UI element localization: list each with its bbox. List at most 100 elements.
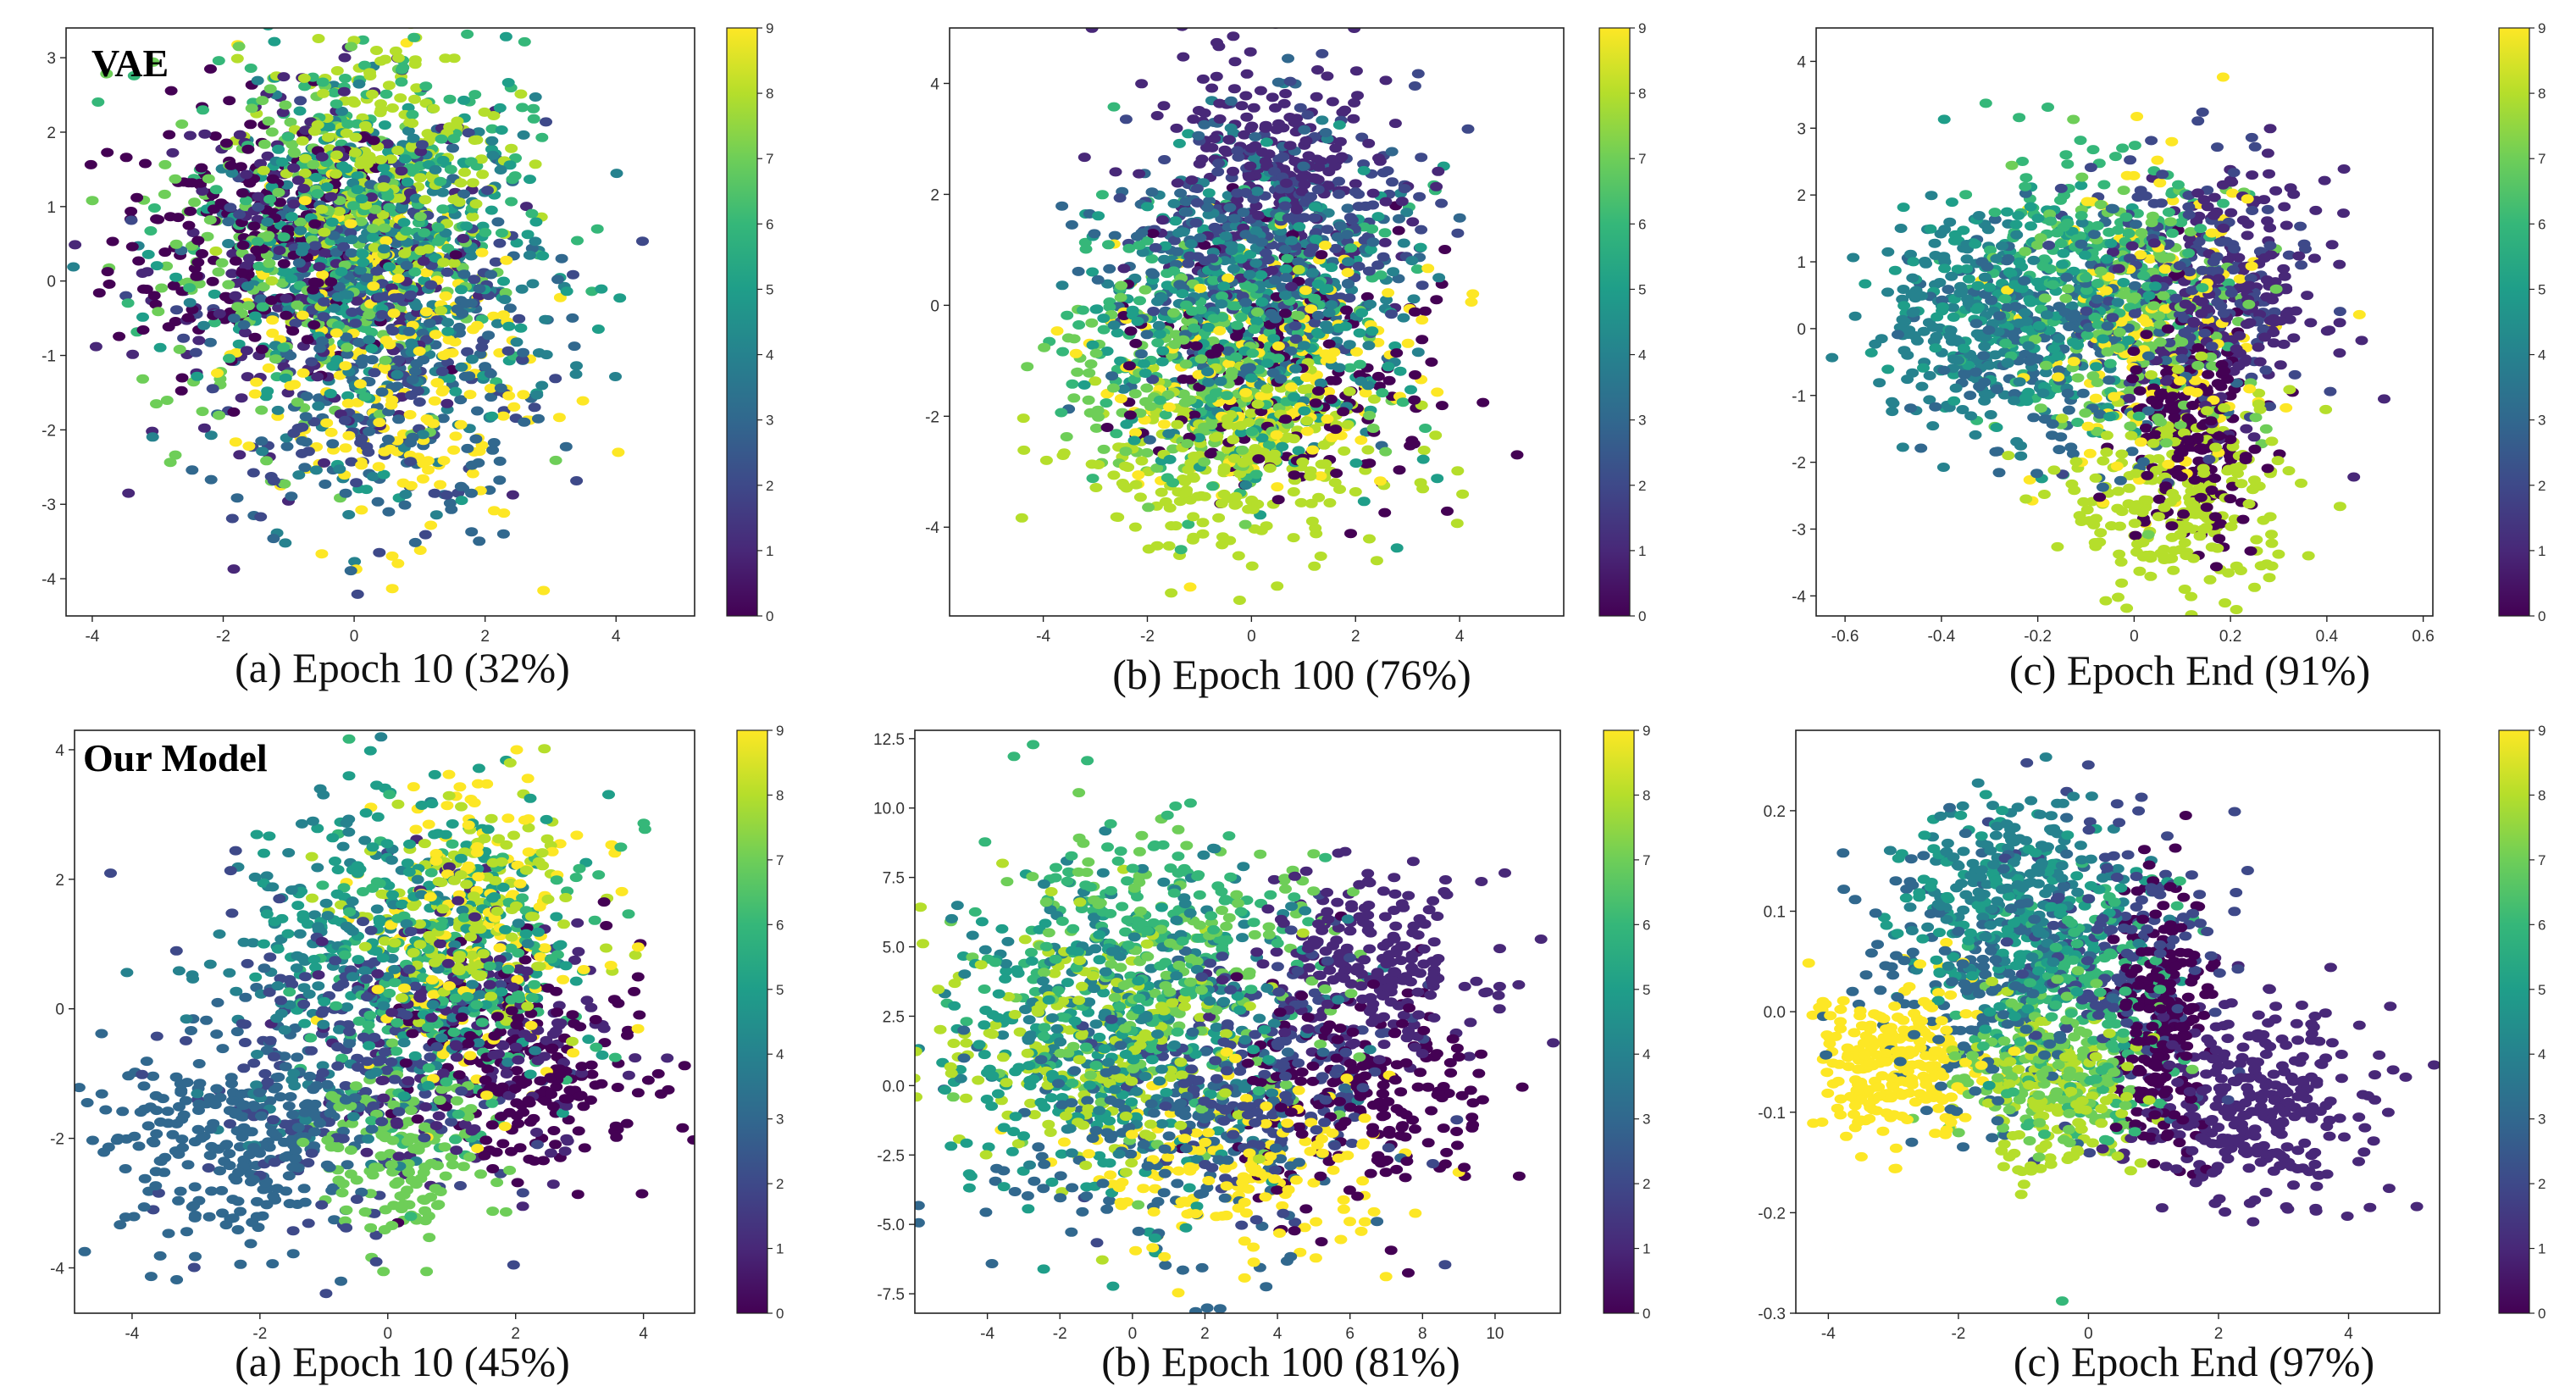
scatter-point: [570, 476, 584, 485]
scatter-point: [517, 347, 529, 358]
scatter-point: [225, 168, 239, 178]
scatter-point: [1276, 282, 1289, 292]
scatter-point: [1069, 348, 1083, 358]
scatter-point: [197, 320, 211, 330]
scatter-point: [1085, 459, 1099, 469]
scatter-point: [1337, 407, 1350, 417]
scatter-point: [1255, 433, 1269, 443]
scatter-point: [553, 292, 567, 302]
scatter-point: [1421, 263, 1435, 274]
scatter-point: [1304, 471, 1317, 481]
scatter-point: [413, 212, 427, 222]
scatter-point: [222, 239, 235, 248]
scatter-point: [1237, 458, 1250, 468]
scatter-point: [1379, 197, 1393, 207]
scatter-point: [1309, 234, 1322, 244]
scatter-point: [2284, 183, 2297, 193]
scatter-point: [396, 64, 408, 75]
scatter-point: [2190, 216, 2203, 226]
scatter-point: [1344, 529, 1357, 539]
scatter-point: [1222, 346, 1235, 356]
scatter-point: [327, 230, 341, 241]
scatter-point: [1142, 544, 1155, 554]
scatter-point: [325, 217, 339, 227]
scatter-point: [377, 182, 391, 192]
scatter-point: [206, 384, 219, 394]
scatter-point: [427, 419, 440, 429]
scatter-point: [192, 336, 206, 346]
scatter-point: [1089, 376, 1102, 386]
scatter-point: [469, 434, 483, 444]
scatter-point: [1289, 334, 1303, 344]
scatter-point: [1141, 202, 1154, 212]
scatter-point: [461, 443, 474, 453]
scatter-point: [436, 413, 450, 424]
scatter-point: [1388, 341, 1402, 351]
scatter-point: [1328, 478, 1342, 488]
scatter-point: [1283, 141, 1297, 151]
scatter-point: [1187, 473, 1200, 483]
scatter-point: [1435, 401, 1449, 411]
scatter-point: [414, 246, 428, 256]
scatter-point: [385, 584, 399, 594]
scatter-point: [235, 393, 248, 403]
scatter-point: [1407, 294, 1421, 304]
scatter-point: [530, 390, 544, 400]
scatter-point: [455, 496, 468, 506]
scatter-point: [1432, 273, 1446, 283]
scatter-point: [386, 326, 400, 336]
scatter-point: [1300, 373, 1313, 382]
scatter-point: [158, 247, 172, 258]
scatter-point: [353, 379, 367, 389]
colorbar-tick-label: 8: [1638, 86, 1646, 102]
scatter-point: [1400, 208, 1414, 218]
scatter-point: [1325, 263, 1338, 273]
scatter-point: [233, 209, 247, 219]
scatter-point: [169, 272, 183, 282]
scatter-point: [1198, 457, 1211, 467]
scatter-point: [1430, 295, 1443, 305]
scatter-point: [342, 430, 356, 441]
scatter-point: [206, 276, 219, 286]
scatter-point: [1140, 383, 1154, 393]
scatter-point: [1312, 386, 1325, 396]
scatter-point: [201, 231, 214, 241]
scatter-point: [423, 319, 436, 328]
scatter-point: [576, 396, 590, 406]
scatter-point: [1255, 147, 1269, 158]
scatter-point: [1095, 190, 1109, 200]
scatter-point: [213, 308, 226, 319]
scatter-point: [1111, 513, 1125, 522]
scatter-point: [222, 217, 235, 227]
scatter-point: [261, 151, 274, 161]
scatter-point: [395, 203, 408, 214]
scatter-point: [612, 447, 625, 458]
scatter-point: [1266, 368, 1280, 378]
scatter-point: [227, 407, 241, 417]
scatter-point: [1227, 263, 1240, 274]
scatter-point: [355, 434, 368, 444]
scatter-point: [1302, 151, 1316, 161]
scatter-point: [284, 380, 297, 391]
scatter-point: [1350, 347, 1363, 357]
colorbar-tick-label: 3: [1638, 413, 1646, 429]
scatter-point: [1322, 386, 1336, 397]
scatter-point: [368, 368, 381, 378]
scatter-point: [1405, 256, 1419, 266]
scatter-point: [1366, 237, 1380, 247]
scatter-point: [286, 326, 300, 336]
scatter-point: [431, 378, 445, 388]
scatter-point: [449, 250, 463, 260]
scatter-point: [1224, 123, 1238, 133]
scatter-point: [373, 292, 386, 302]
scatter-point: [437, 258, 451, 268]
scatter-point: [466, 469, 479, 479]
scatter-point: [404, 480, 418, 491]
scatter-point: [203, 337, 217, 347]
scatter-point: [254, 294, 268, 304]
scatter-point: [1116, 384, 1130, 394]
scatter-point: [1231, 146, 1244, 156]
scatter-point: [1100, 423, 1114, 432]
scatter-point: [1061, 310, 1074, 320]
